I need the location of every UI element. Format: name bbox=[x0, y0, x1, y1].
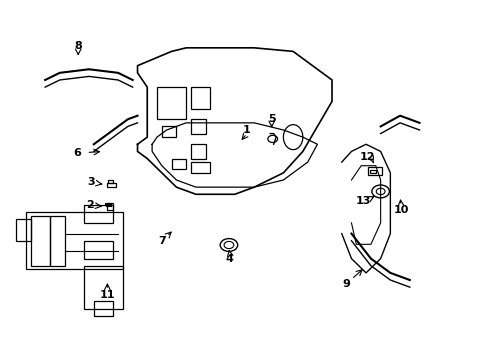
Text: 9: 9 bbox=[342, 279, 350, 289]
Bar bbox=[107, 203, 113, 210]
Text: 2: 2 bbox=[86, 200, 94, 210]
Text: 5: 5 bbox=[267, 113, 275, 123]
Text: 6: 6 bbox=[73, 148, 81, 158]
Bar bbox=[84, 205, 113, 223]
Bar bbox=[26, 212, 122, 269]
Text: 7: 7 bbox=[158, 236, 165, 246]
Bar bbox=[191, 87, 210, 109]
Text: 13: 13 bbox=[355, 197, 370, 206]
Bar bbox=[191, 119, 205, 134]
Bar bbox=[84, 241, 113, 258]
Text: 8: 8 bbox=[74, 41, 82, 51]
Bar bbox=[108, 180, 113, 183]
Text: 3: 3 bbox=[87, 177, 95, 187]
Bar bbox=[368, 167, 381, 175]
Bar bbox=[162, 126, 176, 137]
Text: 10: 10 bbox=[392, 205, 408, 215]
Bar bbox=[84, 266, 122, 309]
Bar bbox=[50, 216, 64, 266]
Bar bbox=[30, 216, 50, 266]
Bar bbox=[16, 219, 30, 241]
Text: 11: 11 bbox=[100, 290, 115, 300]
Text: 1: 1 bbox=[243, 125, 250, 135]
Text: 4: 4 bbox=[225, 254, 233, 264]
Bar bbox=[370, 170, 375, 173]
Bar bbox=[157, 87, 186, 119]
Bar bbox=[191, 162, 210, 173]
Bar bbox=[191, 144, 205, 158]
Bar bbox=[171, 158, 186, 169]
Bar bbox=[107, 183, 116, 187]
Text: 12: 12 bbox=[359, 152, 374, 162]
Bar bbox=[94, 301, 113, 316]
